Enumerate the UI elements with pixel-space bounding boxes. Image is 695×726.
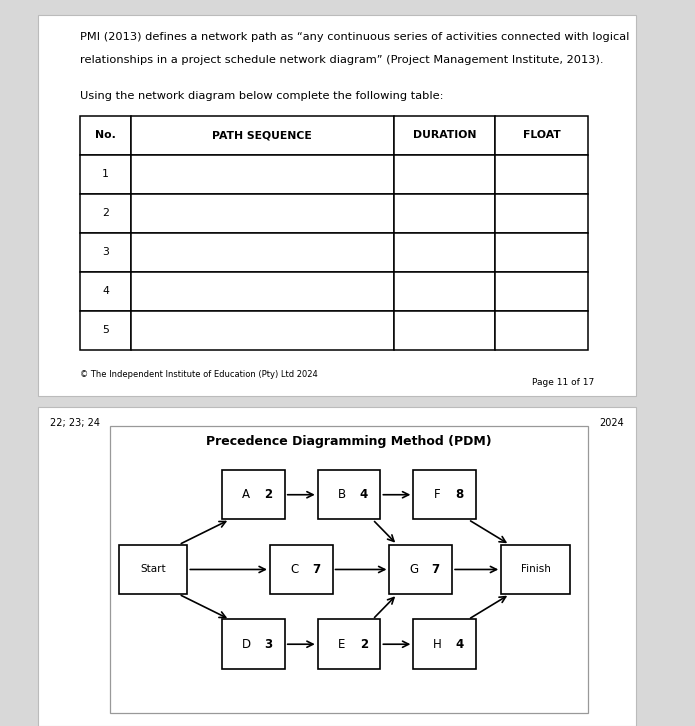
Text: 4: 4 [360,488,368,501]
Bar [80,194,131,233]
Bar [496,311,588,350]
Text: E: E [338,637,345,650]
Text: 2: 2 [360,637,368,650]
Text: C: C [290,563,298,576]
Text: 22; 23; 24: 22; 23; 24 [50,417,100,428]
Text: 8: 8 [455,488,464,501]
Text: H: H [433,637,442,650]
Bar [496,155,588,194]
Bar [394,311,496,350]
Bar [131,115,394,155]
Text: D: D [242,637,251,650]
Bar [394,194,496,233]
Bar [80,233,131,272]
Text: Start: Start [140,565,166,574]
Bar [80,311,131,350]
Bar [414,470,476,520]
Text: 2024: 2024 [599,417,624,428]
Text: 4: 4 [102,286,109,296]
Text: G: G [409,563,418,576]
Text: 7: 7 [312,563,320,576]
Text: 3: 3 [102,248,109,257]
Bar [222,470,285,520]
Text: DURATION: DURATION [413,130,476,140]
Text: 7: 7 [432,563,440,576]
Bar [394,272,496,311]
Bar [131,311,394,350]
Bar [131,155,394,194]
Text: 2: 2 [102,208,109,219]
Bar [414,619,476,669]
Text: 2: 2 [264,488,272,501]
Bar [389,544,452,594]
Bar [318,470,380,520]
Text: Page 11 of 17: Page 11 of 17 [532,378,594,387]
Bar [318,619,380,669]
Text: 4: 4 [455,637,464,650]
Text: 1: 1 [102,169,109,179]
Bar [80,115,131,155]
Text: relationships in a project schedule network diagram” (Project Management Institu: relationships in a project schedule netw… [80,54,603,65]
Text: Finish: Finish [521,565,550,574]
Bar [496,272,588,311]
Text: 5: 5 [102,325,109,335]
Text: © The Independent Institute of Education (Pty) Ltd 2024: © The Independent Institute of Education… [80,370,318,379]
Text: Using the network diagram below complete the following table:: Using the network diagram below complete… [80,91,443,101]
Bar [270,544,333,594]
Text: PMI (2013) defines a network path as “any continuous series of activities connec: PMI (2013) defines a network path as “an… [80,32,630,41]
Text: PATH SEQUENCE: PATH SEQUENCE [213,130,312,140]
Text: B: B [338,488,346,501]
Text: A: A [243,488,250,501]
Bar [394,233,496,272]
Bar [131,272,394,311]
Text: FLOAT: FLOAT [523,130,561,140]
Bar [80,272,131,311]
Text: No.: No. [95,130,116,140]
Bar [496,233,588,272]
Text: 3: 3 [264,637,272,650]
Text: F: F [434,488,441,501]
Bar [110,425,588,713]
Bar [119,544,188,594]
Text: Precedence Diagramming Method (PDM): Precedence Diagramming Method (PDM) [206,436,492,449]
Bar [80,155,131,194]
Bar [394,115,496,155]
Bar [496,194,588,233]
Bar [501,544,570,594]
Bar [131,194,394,233]
Bar [394,155,496,194]
Bar [496,115,588,155]
Bar [222,619,285,669]
Bar [131,233,394,272]
